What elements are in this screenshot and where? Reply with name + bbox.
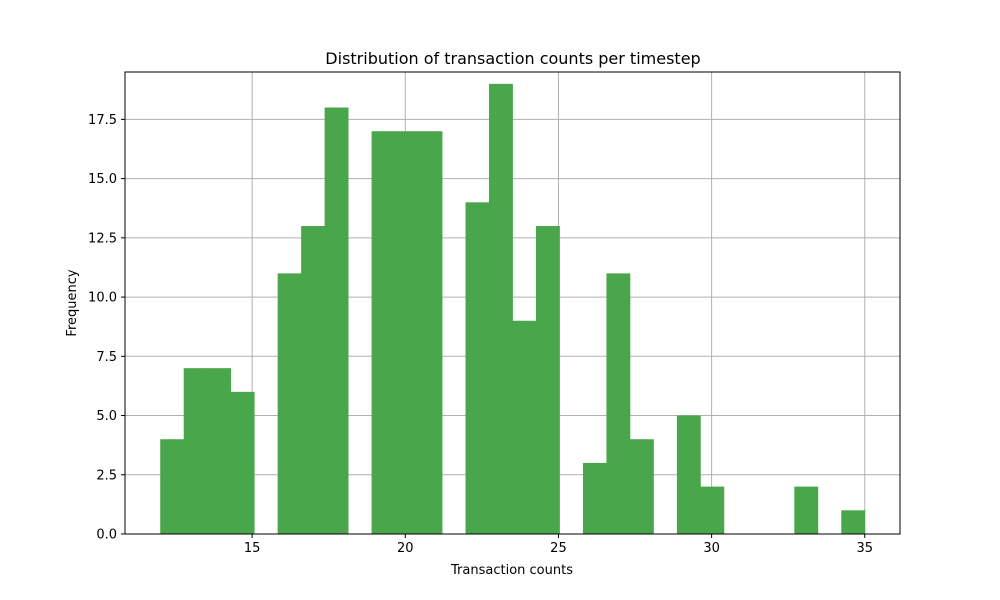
histogram-bar <box>512 320 537 534</box>
y-tick-label: 12.5 <box>88 231 117 246</box>
x-tick-label: 15 <box>244 541 261 556</box>
histogram-bar <box>230 391 255 534</box>
y-tick-label: 10.0 <box>88 291 117 306</box>
x-tick-label: 20 <box>397 541 414 556</box>
y-tick-label: 2.5 <box>96 468 117 483</box>
histogram-bar <box>841 510 866 534</box>
histogram-bar <box>395 131 419 534</box>
x-tick-label: 25 <box>550 541 567 556</box>
histogram-bar <box>700 486 725 534</box>
chart-title: Distribution of transaction counts per t… <box>325 49 700 68</box>
histogram-bar <box>794 486 819 534</box>
histogram-bar <box>183 368 208 534</box>
histogram-bar <box>324 107 349 535</box>
histogram-bar <box>207 368 232 534</box>
histogram-bar <box>629 439 654 534</box>
x-tick-label: 30 <box>703 541 720 556</box>
y-tick-label: 7.5 <box>96 350 117 365</box>
y-tick-label: 15.0 <box>88 172 117 187</box>
histogram-bar <box>301 226 326 534</box>
histogram-bar <box>371 131 396 534</box>
histogram-bar <box>606 273 631 534</box>
histogram-bar <box>489 83 513 534</box>
x-tick-label: 35 <box>856 541 873 556</box>
histogram-bar <box>418 131 443 534</box>
histogram-bar <box>676 415 701 534</box>
y-axis: 0.0 2.5 5.0 7.5 10.0 12.5 15.0 17.5 <box>88 113 125 543</box>
histogram-bar <box>535 226 560 534</box>
x-axis-label: Transaction counts <box>450 563 573 578</box>
histogram-bar <box>465 202 490 535</box>
y-tick-label: 0.0 <box>96 528 117 543</box>
y-tick-label: 17.5 <box>88 113 117 128</box>
y-tick-label: 5.0 <box>96 409 117 424</box>
plot-frame <box>124 71 901 535</box>
histogram-bar <box>582 462 607 534</box>
bars <box>160 83 866 535</box>
histogram-bar <box>277 273 302 534</box>
y-axis-label: Frequency <box>65 269 80 336</box>
x-axis: 15 20 25 30 35 <box>244 534 873 556</box>
histogram-bar <box>160 439 185 534</box>
